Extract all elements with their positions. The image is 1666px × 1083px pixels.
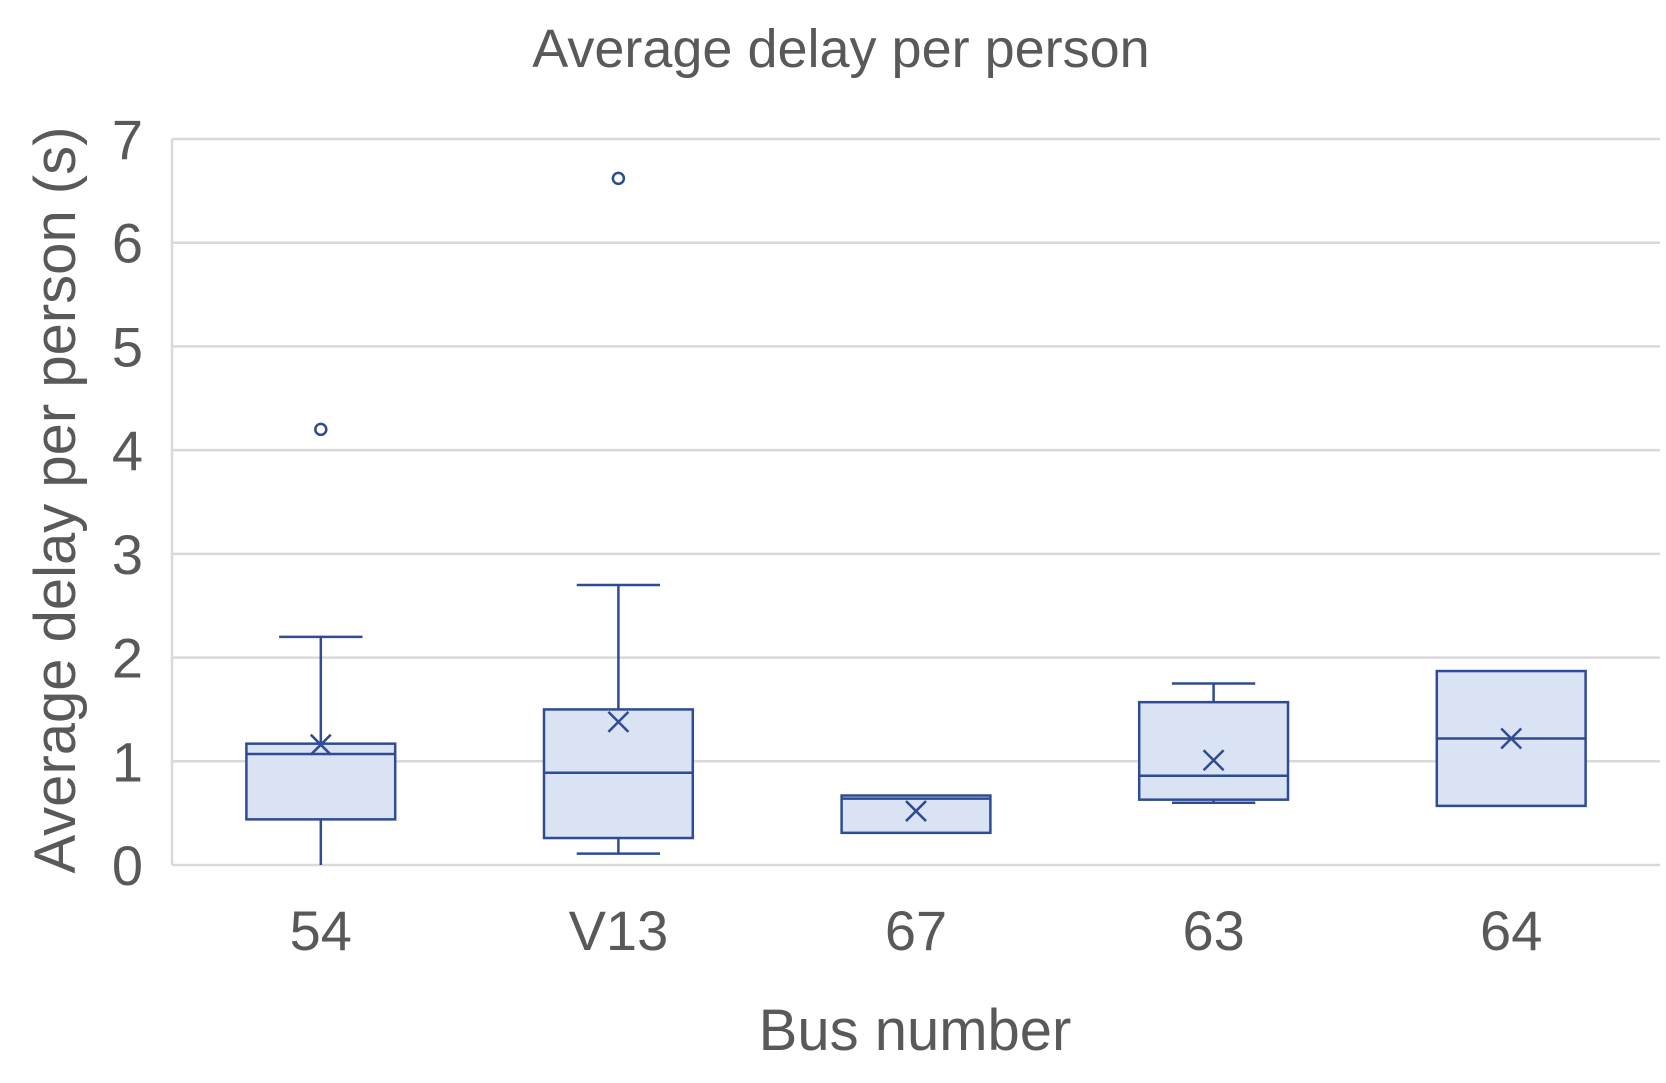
mean-marker — [1500, 727, 1523, 750]
y-tick-label: 4 — [112, 419, 143, 482]
x-tick-label: V13 — [569, 899, 669, 962]
y-tick-label: 3 — [112, 523, 143, 586]
outlier-point — [611, 171, 626, 186]
mean-marker — [1202, 749, 1225, 772]
box-iqr — [245, 742, 397, 821]
box-iqr — [840, 794, 992, 835]
box-67 — [840, 794, 992, 835]
x-tick-label: 54 — [290, 899, 352, 962]
y-axis-title: Average delay per person (s) — [23, 127, 88, 874]
x-axis-title: Bus number — [759, 998, 1072, 1063]
mean-marker — [905, 800, 927, 822]
box-54 — [245, 422, 397, 865]
box-63 — [1137, 682, 1290, 805]
y-tick-label: 2 — [112, 627, 143, 690]
y-tick-label: 5 — [112, 315, 143, 378]
boxes — [245, 171, 1587, 865]
y-tick-label: 7 — [112, 108, 143, 171]
y-axis-ticks: 0 1 2 3 4 5 6 7 — [112, 108, 143, 897]
x-tick-label: 63 — [1182, 899, 1244, 962]
gridlines — [170, 137, 1660, 867]
x-tick-label: 64 — [1480, 899, 1542, 962]
y-tick-label: 1 — [112, 730, 143, 793]
box-V13 — [542, 171, 695, 855]
outlier-point — [314, 422, 328, 437]
box-iqr — [1137, 700, 1290, 801]
y-tick-label: 6 — [112, 212, 143, 275]
x-tick-label: 67 — [885, 899, 947, 962]
x-axis-ticks: 54 V13 67 63 64 — [290, 899, 1543, 962]
mean-marker — [607, 710, 630, 733]
box-64 — [1435, 669, 1587, 808]
mean-marker — [309, 733, 332, 756]
y-tick-label: 0 — [112, 834, 143, 897]
chart-title: Average delay per person — [532, 19, 1149, 79]
